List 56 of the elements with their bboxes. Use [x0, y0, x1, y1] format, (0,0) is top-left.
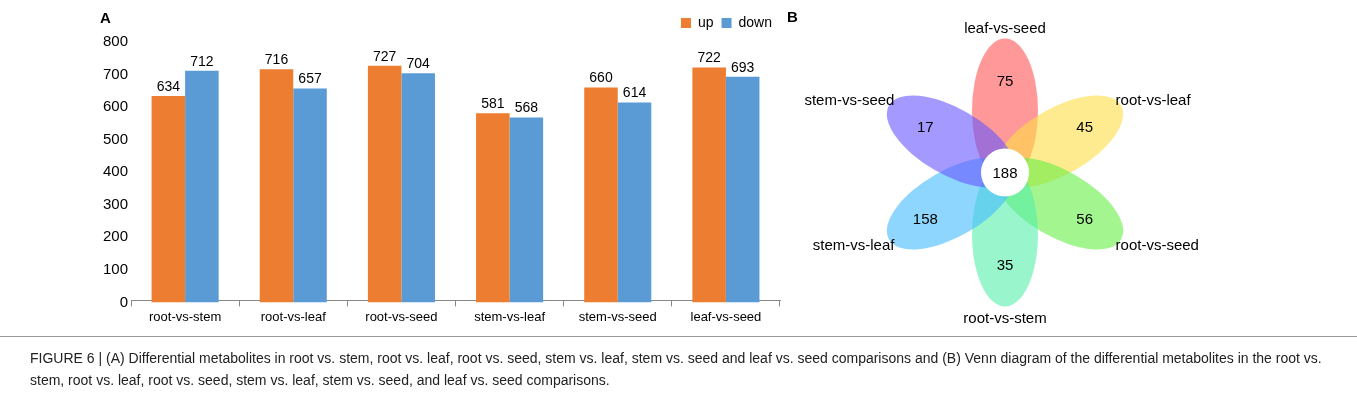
bar [367, 65, 402, 303]
y-tick-label: 100 [103, 259, 129, 277]
data-label: 614 [622, 84, 647, 101]
x-tick-label: root-vs-stem [148, 308, 222, 324]
y-tick-label: 400 [103, 162, 129, 180]
category-label: stem-vs-leaf [812, 236, 895, 254]
bar [584, 87, 618, 303]
data-label: 17 [916, 117, 934, 136]
x-tick-label: stem-vs-leaf [474, 308, 546, 324]
bar [293, 88, 327, 303]
x-tick-label: root-vs-leaf [260, 308, 327, 324]
legend-label: down [738, 13, 772, 30]
bar [476, 113, 510, 303]
category-label: stem-vs-seed [804, 91, 895, 109]
bar [151, 96, 186, 303]
data-label: 158 [912, 209, 938, 228]
caption: FIGURE 6 | (A) Differential metabolites in root vs. stem, root vs. leaf, root vs. seed, stem vs. leaf, stem vs. seed and leaf vs. seed comparisons and (B) Venn diagram of the differential metabolites in the root vs. stem, root vs. leaf, root vs. seed, stem vs. leaf, stem vs. seed, and leaf vs. seed comparisons. [30, 349, 1323, 390]
bar [617, 102, 652, 303]
category-label: root-vs-leaf [1115, 91, 1191, 109]
x-tick-label: leaf-vs-seed [690, 308, 762, 324]
bar [401, 73, 435, 303]
data-label: 581 [481, 95, 505, 112]
data-label: 704 [406, 55, 431, 72]
x-tick-label: stem-vs-seed [578, 308, 657, 324]
chart-title: A [100, 9, 111, 27]
data-label: 45 [1076, 117, 1094, 136]
data-label: 727 [372, 47, 397, 64]
bar [692, 67, 726, 303]
category-label: root-vs-seed [1115, 236, 1199, 254]
data-label: 35 [996, 255, 1014, 274]
y-tick-label: 300 [103, 194, 129, 212]
data-label: 660 [589, 69, 613, 86]
data-label: 712 [190, 52, 214, 69]
data-label: 634 [156, 77, 181, 94]
text: 188 [992, 163, 1018, 182]
y-tick-label: 600 [103, 97, 129, 115]
bar [509, 117, 544, 303]
data-label: 693 [731, 58, 755, 75]
y-tick-label: 200 [103, 227, 129, 245]
y-tick-label: 500 [103, 129, 129, 147]
data-label: 56 [1076, 209, 1094, 228]
data-label: 75 [996, 71, 1014, 90]
bar [725, 76, 760, 303]
text: B [787, 8, 798, 26]
data-label: 716 [264, 51, 289, 68]
y-tick-label: 0 [119, 292, 129, 310]
data-label: 568 [514, 99, 539, 116]
legend-label: up [697, 13, 714, 30]
y-tick-label: 700 [103, 64, 129, 82]
bar [259, 69, 294, 303]
y-tick-label: 800 [103, 32, 129, 50]
data-label: 722 [697, 49, 722, 66]
x-tick-label: root-vs-seed [365, 308, 438, 324]
bar [185, 70, 219, 303]
category-label: leaf-vs-seed [964, 18, 1046, 37]
data-label: 657 [298, 70, 322, 87]
